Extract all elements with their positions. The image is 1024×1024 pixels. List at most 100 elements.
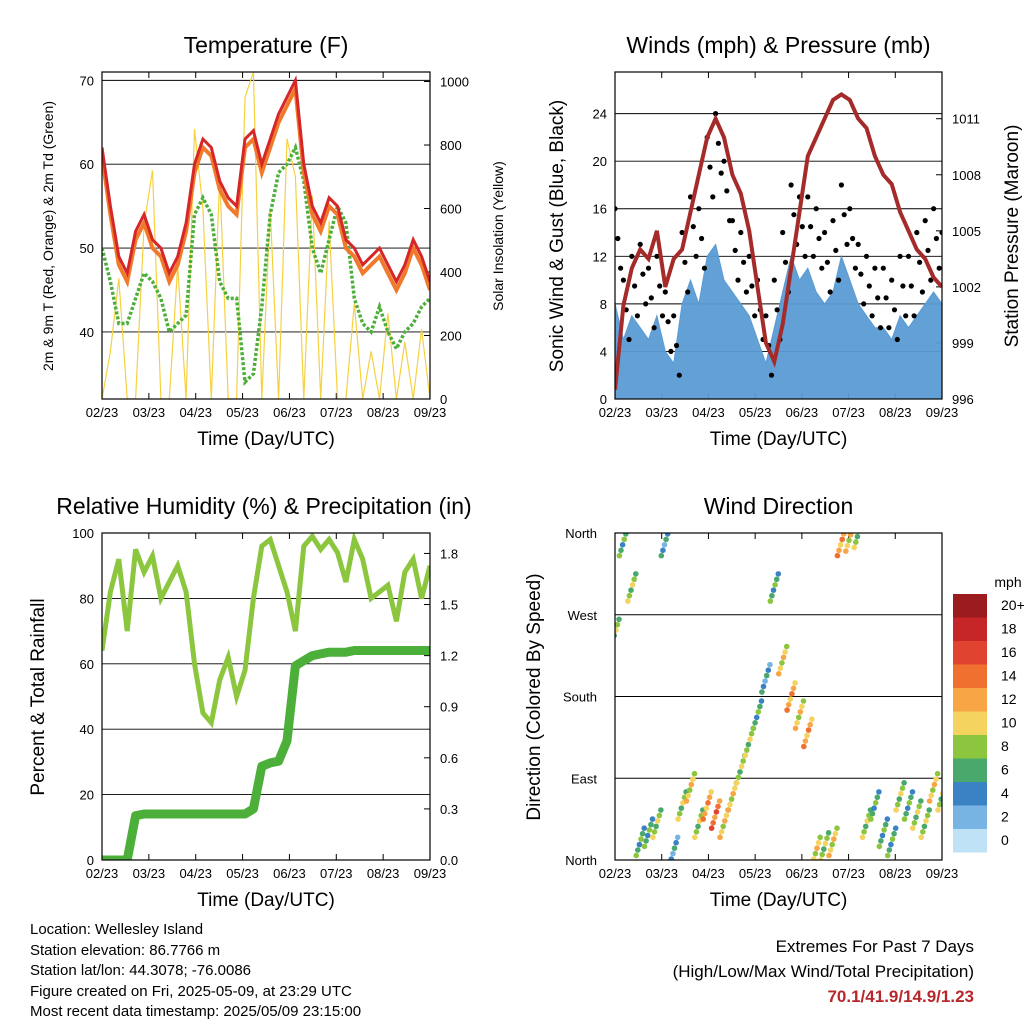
direction-point xyxy=(651,829,658,835)
x-tick-label: 03/23 xyxy=(645,405,678,420)
x-tick-label: 06/23 xyxy=(786,866,819,881)
direction-point xyxy=(616,616,622,623)
gust-point xyxy=(732,247,738,253)
elevation-text: Station elevation: 86.7766 m xyxy=(30,941,221,959)
colorbar-swatch xyxy=(953,758,987,782)
gust-point xyxy=(816,235,822,242)
direction-point xyxy=(673,839,679,846)
direction-point xyxy=(628,587,634,593)
x-tick-label: 03/23 xyxy=(645,866,678,881)
chart-title: Wind Direction xyxy=(704,493,854,519)
direction-point xyxy=(909,789,916,795)
x-tick-label: 09/23 xyxy=(414,405,447,420)
y-tick-label: 16 xyxy=(593,202,607,217)
colorbar-title: mph xyxy=(994,574,1021,590)
y-tick-label: 0 xyxy=(87,853,94,868)
direction-point xyxy=(839,536,845,543)
gust-point xyxy=(749,283,755,289)
direction-point xyxy=(752,720,758,726)
direction-point xyxy=(656,812,663,819)
y-tick-label: 24 xyxy=(593,107,607,122)
colorbar-label: 2 xyxy=(1001,809,1009,825)
y2-tick-label: 400 xyxy=(440,265,462,280)
direction-point xyxy=(790,685,797,692)
gust-point xyxy=(897,253,903,259)
direction-point xyxy=(716,798,723,804)
gust-point xyxy=(931,206,937,212)
y-tick-label: 4 xyxy=(600,344,607,359)
direction-point xyxy=(815,839,822,846)
direction-point xyxy=(758,698,765,704)
gust-point xyxy=(936,265,942,271)
direction-point xyxy=(740,758,746,764)
direction-point xyxy=(708,825,715,831)
gust-point xyxy=(634,313,641,319)
gust-point xyxy=(945,289,950,294)
gust-point xyxy=(850,235,856,242)
gust-point xyxy=(693,253,699,259)
x-tick-label: 09/23 xyxy=(926,866,959,881)
direction-point xyxy=(643,838,649,844)
gust-point xyxy=(645,265,652,271)
direction-point xyxy=(851,521,857,527)
direction-point xyxy=(738,763,745,770)
gust-point xyxy=(615,206,618,212)
direction-point xyxy=(834,825,840,831)
x-tick-label: 02/23 xyxy=(599,866,632,881)
gust-point xyxy=(648,295,654,301)
direction-point xyxy=(891,830,897,837)
direction-point xyxy=(858,523,864,529)
colorbar-swatch xyxy=(953,688,987,712)
direction-point xyxy=(671,845,678,851)
direction-point xyxy=(668,856,675,860)
y-tick-label: 40 xyxy=(80,722,94,737)
gust-point xyxy=(643,301,649,307)
direction-point xyxy=(785,701,792,708)
gust-point xyxy=(889,277,895,283)
direction-point xyxy=(853,539,859,545)
direction-point xyxy=(675,816,681,822)
gust-point xyxy=(802,253,808,259)
direction-point xyxy=(826,852,832,859)
direction-point xyxy=(822,840,829,847)
direction-point xyxy=(837,542,844,548)
direction-point xyxy=(691,770,698,777)
direction-point xyxy=(626,592,633,599)
gust-point xyxy=(657,283,663,289)
x-tick-label: 03/23 xyxy=(133,405,166,420)
gust-point xyxy=(877,325,884,331)
direction-point xyxy=(616,552,623,559)
gust-point xyxy=(665,319,671,325)
direction-point xyxy=(742,752,748,759)
direction-point xyxy=(720,823,726,830)
y2-tick-label: 600 xyxy=(440,202,462,217)
direction-point xyxy=(836,547,842,554)
x-tick-label: 09/23 xyxy=(926,405,959,420)
direction-point xyxy=(868,816,874,822)
direction-point xyxy=(636,841,643,848)
gust-point xyxy=(942,260,947,265)
colorbar-label: 14 xyxy=(1001,668,1017,684)
x-tick-label: 07/23 xyxy=(832,866,865,881)
extremes-box: Extremes For Past 7 Days (High/Low/Max W… xyxy=(673,934,974,1009)
gust-point xyxy=(738,229,744,236)
y-tick-label: 70 xyxy=(80,73,94,88)
direction-point xyxy=(753,714,760,721)
direction-point xyxy=(641,843,648,850)
y2-tick-label: 1002 xyxy=(952,280,981,295)
direction-point xyxy=(861,829,867,835)
direction-point xyxy=(789,691,795,697)
gust-point xyxy=(632,283,638,289)
gust-point xyxy=(903,313,909,319)
gust-point xyxy=(852,265,859,271)
gust-point xyxy=(629,253,635,259)
gust-point xyxy=(824,259,831,265)
gust-point xyxy=(662,289,668,295)
direction-point xyxy=(713,809,720,815)
y2-axis-label: Station Pressure (Maroon) xyxy=(1002,125,1023,348)
gust-point xyxy=(640,271,646,277)
gust-point xyxy=(939,229,942,236)
direction-point xyxy=(882,821,889,828)
gust-point xyxy=(875,295,881,301)
direction-point xyxy=(940,791,942,797)
